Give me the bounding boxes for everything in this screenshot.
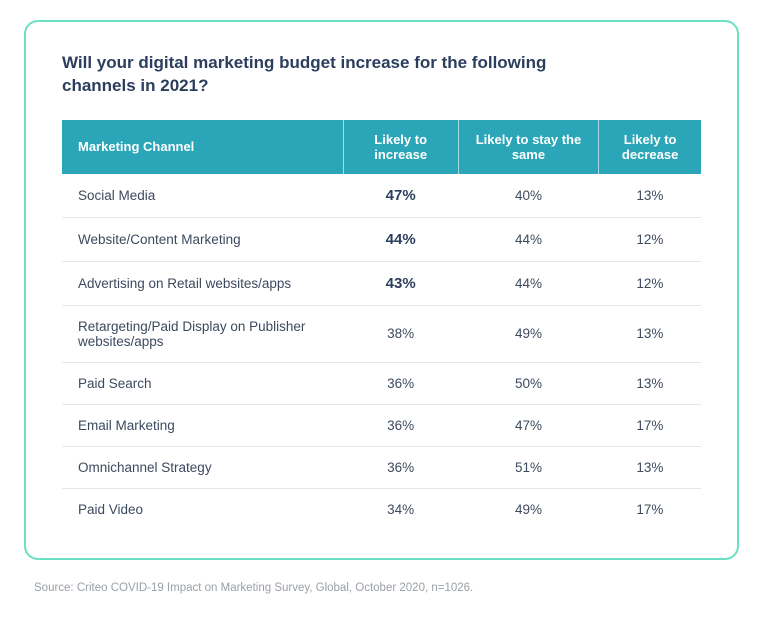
- cell-same: 49%: [458, 488, 599, 530]
- chart-title: Will your digital marketing budget incre…: [62, 52, 622, 98]
- cell-increase: 38%: [343, 305, 458, 362]
- col-header-increase: Likely to increase: [343, 120, 458, 174]
- cell-channel: Website/Content Marketing: [62, 217, 343, 261]
- table-row: Advertising on Retail websites/apps43%44…: [62, 261, 701, 305]
- cell-increase: 47%: [343, 174, 458, 218]
- table-row: Omnichannel Strategy36%51%13%: [62, 446, 701, 488]
- figure-canvas: Will your digital marketing budget incre…: [0, 0, 763, 621]
- source-citation: Source: Criteo COVID-19 Impact on Market…: [34, 582, 739, 594]
- col-header-same: Likely to stay the same: [458, 120, 599, 174]
- table-row: Retargeting/Paid Display on Publisher we…: [62, 305, 701, 362]
- cell-channel: Paid Search: [62, 362, 343, 404]
- col-header-decrease: Likely to decrease: [599, 120, 701, 174]
- cell-increase: 36%: [343, 362, 458, 404]
- cell-channel: Social Media: [62, 174, 343, 218]
- table-row: Social Media47%40%13%: [62, 174, 701, 218]
- cell-channel: Advertising on Retail websites/apps: [62, 261, 343, 305]
- cell-decrease: 17%: [599, 488, 701, 530]
- cell-same: 50%: [458, 362, 599, 404]
- cell-increase: 36%: [343, 404, 458, 446]
- table-row: Paid Video34%49%17%: [62, 488, 701, 530]
- cell-channel: Email Marketing: [62, 404, 343, 446]
- budget-table: Marketing Channel Likely to increase Lik…: [62, 120, 701, 530]
- cell-decrease: 13%: [599, 305, 701, 362]
- cell-increase: 36%: [343, 446, 458, 488]
- cell-decrease: 13%: [599, 446, 701, 488]
- cell-channel: Retargeting/Paid Display on Publisher we…: [62, 305, 343, 362]
- table-row: Website/Content Marketing44%44%12%: [62, 217, 701, 261]
- cell-same: 44%: [458, 217, 599, 261]
- table-row: Paid Search36%50%13%: [62, 362, 701, 404]
- cell-channel: Omnichannel Strategy: [62, 446, 343, 488]
- cell-channel: Paid Video: [62, 488, 343, 530]
- cell-same: 47%: [458, 404, 599, 446]
- cell-decrease: 13%: [599, 174, 701, 218]
- col-header-channel: Marketing Channel: [62, 120, 343, 174]
- cell-same: 44%: [458, 261, 599, 305]
- cell-same: 40%: [458, 174, 599, 218]
- cell-same: 49%: [458, 305, 599, 362]
- table-body: Social Media47%40%13%Website/Content Mar…: [62, 174, 701, 530]
- cell-decrease: 12%: [599, 217, 701, 261]
- table-header-row: Marketing Channel Likely to increase Lik…: [62, 120, 701, 174]
- cell-decrease: 12%: [599, 261, 701, 305]
- cell-increase: 44%: [343, 217, 458, 261]
- cell-decrease: 13%: [599, 362, 701, 404]
- cell-decrease: 17%: [599, 404, 701, 446]
- cell-increase: 43%: [343, 261, 458, 305]
- cell-increase: 34%: [343, 488, 458, 530]
- cell-same: 51%: [458, 446, 599, 488]
- content-card: Will your digital marketing budget incre…: [24, 20, 739, 560]
- table-row: Email Marketing36%47%17%: [62, 404, 701, 446]
